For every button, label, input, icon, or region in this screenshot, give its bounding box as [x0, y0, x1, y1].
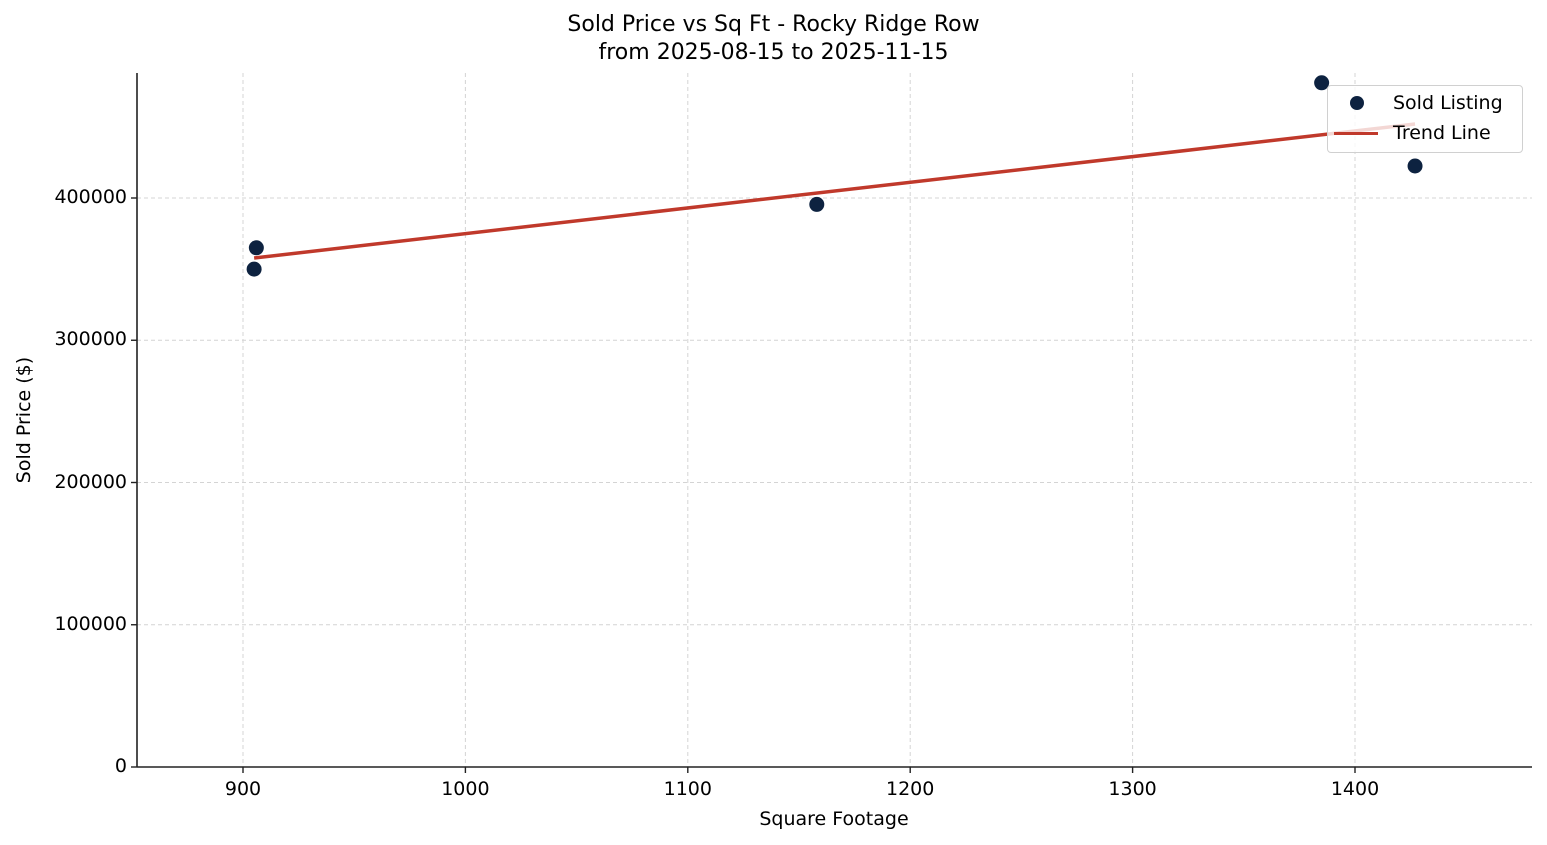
trend-line — [253, 122, 1416, 260]
y-tick-label: 100000 — [54, 612, 127, 635]
axes — [136, 73, 1532, 768]
chart-subtitle: from 2025-08-15 to 2025-11-15 — [598, 40, 949, 65]
data-series — [246, 75, 1423, 277]
legend: Sold Listing Trend Line — [1327, 85, 1523, 153]
data-point — [1314, 75, 1330, 91]
x-tick-label: 1000 — [441, 778, 490, 800]
y-tick-label: 400000 — [54, 186, 127, 208]
x-tick-label: 1300 — [1108, 778, 1157, 800]
x-tick-label: 1400 — [1330, 778, 1380, 800]
legend-item-sold-listing: Sold Listing — [1328, 89, 1522, 117]
line-marker-icon — [1334, 132, 1378, 135]
data-point — [1407, 158, 1423, 174]
data-point — [248, 240, 264, 256]
data-point — [809, 196, 825, 212]
x-tick-label: 1100 — [663, 778, 712, 800]
x-tick-label: 1200 — [886, 778, 935, 800]
legend-label: Sold Listing — [1393, 92, 1503, 114]
scatter-marker-icon — [1350, 96, 1364, 110]
y-tick-label: 0 — [114, 755, 127, 777]
y-tick-label: 300000 — [54, 328, 127, 351]
y-tick-label: 200000 — [54, 470, 127, 493]
grid-lines — [137, 73, 1532, 767]
x-tick-label: 900 — [224, 778, 262, 800]
legend-label: Trend Line — [1393, 122, 1491, 144]
x-axis-label: Square Footage — [759, 808, 909, 830]
chart-title: Sold Price vs Sq Ft - Rocky Ridge Row — [567, 12, 980, 37]
legend-item-trend-line: Trend Line — [1328, 119, 1522, 147]
ticks — [131, 197, 1356, 773]
data-point — [246, 261, 262, 277]
y-axis-label: Sold Price ($) — [13, 356, 35, 484]
